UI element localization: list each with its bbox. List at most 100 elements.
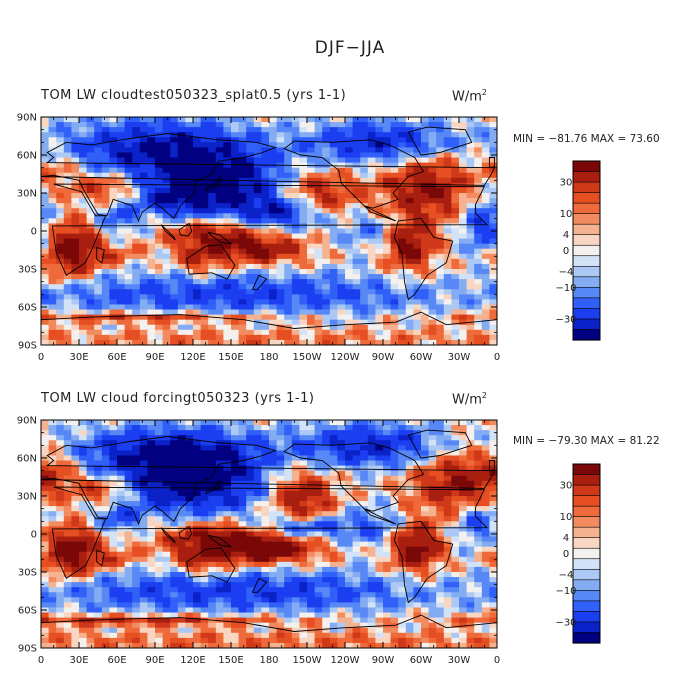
heatmap-cell	[314, 490, 323, 497]
heatmap-cell	[200, 248, 209, 255]
heatmap-cell	[276, 582, 285, 588]
heatmap-cell	[56, 480, 65, 487]
heatmap-cell	[390, 172, 399, 179]
heatmap-cell	[269, 187, 277, 194]
heatmap-cell	[284, 572, 293, 578]
heatmap-cell	[383, 475, 391, 482]
heatmap-cell	[200, 572, 209, 578]
heatmap-cell	[63, 233, 72, 239]
heatmap-cell	[329, 309, 338, 315]
heatmap-cell	[71, 152, 80, 158]
heatmap-cell	[390, 238, 399, 245]
heatmap-cell	[421, 152, 429, 158]
heatmap-cell	[86, 541, 95, 548]
heatmap-cell	[284, 511, 293, 517]
heatmap-cell	[139, 269, 148, 275]
heatmap-cell	[193, 485, 201, 492]
heatmap-cell	[352, 536, 361, 542]
heatmap-cell	[474, 274, 483, 280]
heatmap-cell	[345, 172, 353, 179]
heatmap-cell	[170, 460, 179, 466]
heatmap-cell	[299, 480, 308, 487]
heatmap-cell	[185, 501, 194, 507]
heatmap-cell	[162, 470, 171, 477]
heatmap-cell	[215, 152, 224, 158]
heatmap-cell	[276, 142, 285, 148]
heatmap-cell	[390, 531, 399, 537]
heatmap-cell	[375, 561, 384, 568]
heatmap-cell	[86, 506, 95, 512]
heatmap-cell	[261, 223, 270, 229]
heatmap-cell	[200, 122, 209, 128]
heatmap-cell	[185, 329, 194, 336]
heatmap-cell	[276, 329, 285, 336]
heatmap-cell	[208, 122, 217, 128]
heatmap-cell	[299, 279, 308, 285]
heatmap-cell	[314, 208, 323, 214]
heatmap-cell	[345, 445, 353, 451]
heatmap-cell	[481, 152, 490, 158]
heatmap-cell	[117, 546, 125, 553]
heatmap-cell	[276, 208, 285, 214]
heatmap-cell	[193, 501, 201, 507]
heatmap-cell	[223, 172, 232, 179]
heatmap-cell	[413, 167, 422, 174]
heatmap-cell	[246, 314, 255, 321]
heatmap-cell	[193, 556, 201, 563]
heatmap-cell	[101, 127, 110, 133]
heatmap-cell	[223, 127, 232, 133]
heatmap-cell	[71, 228, 80, 234]
heatmap-cell	[162, 511, 171, 517]
heatmap-cell	[284, 496, 293, 502]
heatmap-cell	[79, 243, 87, 250]
heatmap-cell	[314, 556, 323, 563]
heatmap-cell	[337, 127, 346, 133]
heatmap-cell	[109, 430, 118, 436]
heatmap-cell	[200, 152, 209, 158]
heatmap-cell	[109, 117, 118, 123]
heatmap-cell	[383, 516, 391, 522]
heatmap-cell	[459, 577, 467, 583]
heatmap-cell	[481, 450, 490, 456]
heatmap-cell	[291, 339, 300, 345]
heatmap-cell	[109, 172, 118, 179]
heatmap-cell	[413, 182, 422, 189]
heatmap-cell	[261, 213, 270, 219]
heatmap-cell	[307, 208, 315, 214]
heatmap-cell	[383, 339, 391, 345]
heatmap-cell	[200, 577, 209, 583]
heatmap-cell	[147, 117, 156, 123]
heatmap-cell	[276, 258, 285, 265]
heatmap-cell	[459, 117, 467, 123]
heatmap-cell	[231, 157, 239, 163]
heatmap-cell	[41, 223, 49, 229]
heatmap-cell	[246, 137, 255, 143]
heatmap-cell	[284, 420, 293, 426]
heatmap-cell	[231, 572, 239, 578]
heatmap-cell	[443, 208, 452, 214]
heatmap-cell	[481, 162, 490, 169]
heatmap-cell	[71, 263, 80, 270]
heatmap-cell	[71, 572, 80, 578]
heatmap-cell	[405, 182, 414, 189]
heatmap-cell	[459, 339, 467, 345]
heatmap-cell	[56, 541, 65, 548]
heatmap-cell	[139, 127, 148, 133]
heatmap-cell	[329, 117, 338, 123]
heatmap-cell	[413, 339, 422, 345]
heatmap-cell	[170, 582, 179, 588]
heatmap-cell	[79, 294, 87, 300]
heatmap-cell	[451, 541, 460, 548]
heatmap-cell	[269, 546, 277, 553]
heatmap-cell	[284, 435, 293, 441]
heatmap-cell	[322, 152, 331, 158]
heatmap-cell	[436, 511, 445, 517]
heatmap-cell	[360, 132, 369, 138]
heatmap-cell	[86, 587, 95, 593]
heatmap-cell	[307, 445, 315, 451]
heatmap-cell	[71, 566, 80, 573]
heatmap-cell	[41, 132, 49, 138]
heatmap-cell	[79, 582, 87, 588]
heatmap-cell	[307, 203, 315, 209]
